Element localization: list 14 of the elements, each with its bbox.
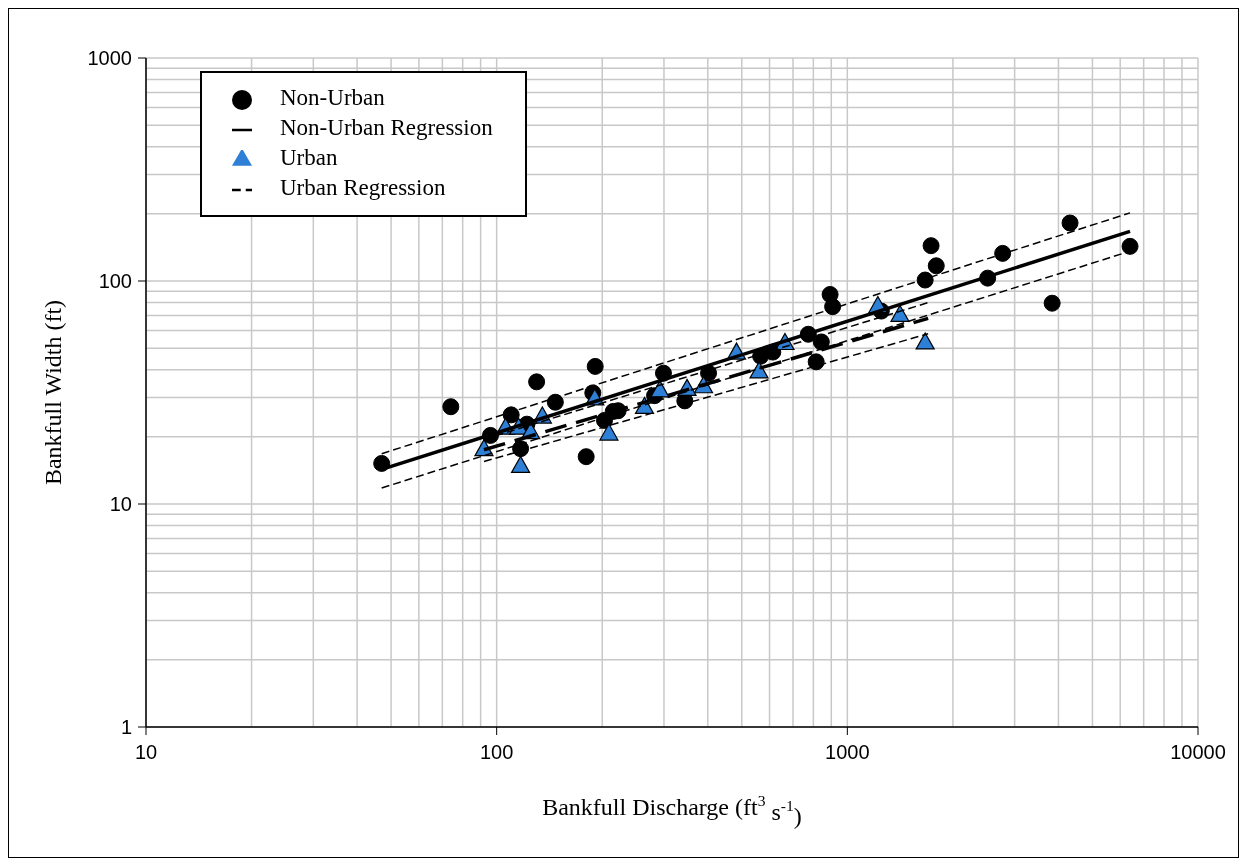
y-axis-title: Bankfull Width (ft) (40, 299, 66, 486)
y-tick-label: 1000 (87, 47, 132, 69)
x-tick-label: 1000 (825, 741, 870, 763)
legend-label: Non-Urban Regression (280, 115, 493, 140)
x-axis-title: Bankfull Discharge (ft$^{3}$ s$^{-1}$) (542, 792, 802, 830)
legend-label: Urban (280, 145, 338, 170)
x-tick-label: 10 (134, 741, 158, 763)
x-tick-label: 10000 (1170, 741, 1226, 763)
legend-label: Non-Urban (280, 85, 385, 110)
x-tick-label: 100 (479, 741, 514, 763)
y-tick-label: 1 (120, 716, 132, 738)
y-tick-label: 100 (98, 270, 132, 292)
y-tick-label: 10 (109, 493, 132, 515)
legend-label: Urban Regression (280, 175, 446, 200)
